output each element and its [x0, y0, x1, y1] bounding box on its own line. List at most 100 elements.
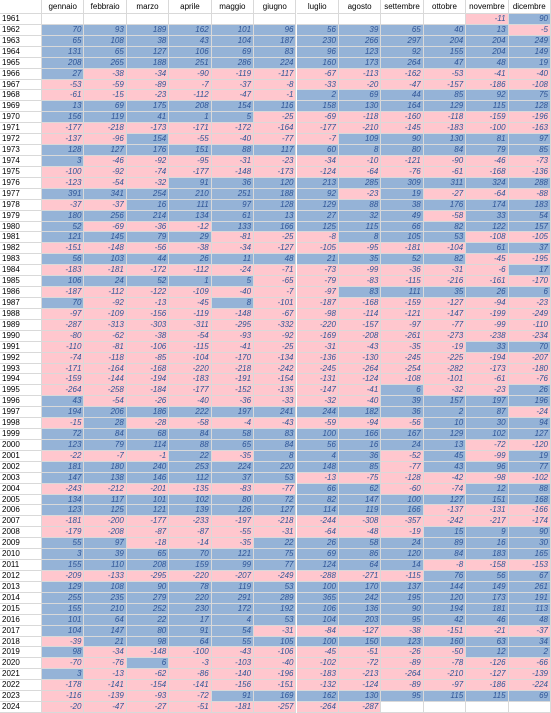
value-cell: -207: [211, 571, 255, 582]
value-cell: 173: [466, 592, 509, 604]
value-cell: -153: [508, 560, 551, 572]
value-cell: 13: [42, 101, 85, 113]
value-cell: -225: [423, 352, 467, 364]
value-cell: 186: [126, 407, 170, 419]
value-cell: -213: [338, 669, 382, 681]
value-cell: -258: [84, 385, 127, 397]
value-cell: -120: [508, 439, 551, 451]
column-header: aprile: [169, 0, 212, 14]
value-cell: 88: [169, 439, 212, 451]
value-cell: 69: [296, 549, 339, 561]
value-cell: 127: [423, 494, 467, 506]
value-cell: 3: [42, 549, 85, 561]
value-cell: 24: [381, 538, 424, 550]
value-cell: 157: [508, 221, 551, 233]
value-cell: 56: [296, 24, 339, 36]
value-cell: -89: [381, 658, 424, 670]
value-cell: 115: [338, 221, 382, 233]
value-cell: 77: [508, 461, 551, 473]
value-cell: -164: [84, 363, 127, 375]
value-cell: 91: [211, 691, 255, 703]
value-cell: -46: [84, 155, 127, 167]
value-cell: -8: [423, 560, 467, 572]
value-cell: 189: [126, 24, 170, 36]
value-cell: -69: [296, 112, 339, 124]
value-cell: -92: [84, 297, 127, 309]
value-cell: 192: [254, 603, 297, 615]
value-cell: -78: [423, 658, 467, 670]
value-cell: 204: [423, 35, 467, 47]
value-cell: 26: [508, 385, 551, 397]
value-cell: -134: [254, 352, 297, 364]
value-cell: -212: [84, 483, 127, 495]
value-cell: 120: [423, 592, 467, 604]
value-cell: 220: [254, 461, 297, 473]
value-cell: -64: [338, 166, 382, 178]
value-cell: 208: [169, 101, 212, 113]
value-cell: 14: [381, 560, 424, 572]
value-cell: -220: [296, 319, 339, 331]
value-cell: 75: [508, 90, 551, 102]
year-cell: 2015: [0, 603, 42, 615]
value-cell: 204: [466, 35, 509, 47]
value-cell: -86: [169, 669, 212, 681]
value-cell: 195: [381, 592, 424, 604]
value-cell: -102: [296, 658, 339, 670]
year-cell: 2022: [0, 680, 42, 692]
value-cell: 121: [211, 549, 255, 561]
value-cell: 37: [211, 472, 255, 484]
value-cell: 241: [254, 407, 297, 419]
value-cell: [381, 702, 424, 713]
value-cell: -95: [338, 243, 382, 255]
value-cell: -7: [169, 79, 212, 91]
year-cell: 2012: [0, 571, 42, 582]
value-cell: 158: [296, 101, 339, 113]
value-cell: -170: [508, 276, 551, 288]
value-cell: 41: [126, 112, 170, 124]
value-cell: -145: [381, 123, 424, 135]
value-cell: -121: [381, 155, 424, 167]
value-cell: -41: [211, 341, 255, 353]
value-cell: [126, 14, 170, 25]
value-cell: -28: [126, 418, 170, 430]
value-cell: -32: [423, 385, 467, 397]
value-cell: -139: [84, 691, 127, 703]
value-cell: 55: [211, 636, 255, 648]
value-cell: 70: [42, 24, 85, 36]
value-cell: -100: [42, 166, 85, 178]
value-cell: -109: [169, 287, 212, 298]
value-cell: 43: [169, 35, 212, 47]
value-cell: 96: [466, 461, 509, 473]
year-cell: 1982: [0, 243, 42, 255]
value-cell: -218: [254, 516, 297, 528]
value-cell: 104: [296, 614, 339, 626]
value-cell: -89: [381, 680, 424, 692]
year-cell: 1976: [0, 177, 42, 189]
value-cell: 208: [126, 560, 170, 572]
value-cell: 56: [466, 571, 509, 582]
value-cell: -23: [338, 188, 382, 200]
value-cell: -14: [169, 538, 212, 550]
value-cell: -133: [84, 571, 127, 582]
value-cell: 252: [126, 603, 170, 615]
value-cell: -33: [254, 396, 297, 408]
value-cell: 6: [381, 385, 424, 397]
value-cell: 66: [381, 221, 424, 233]
value-cell: -88: [508, 188, 551, 200]
value-cell: 106: [42, 276, 85, 288]
value-cell: 58: [338, 538, 382, 550]
value-cell: 90: [126, 581, 170, 593]
value-cell: 194: [42, 407, 85, 419]
value-cell: -34: [84, 647, 127, 659]
value-cell: -244: [296, 516, 339, 528]
value-cell: 168: [508, 494, 551, 506]
value-cell: -23: [466, 385, 509, 397]
value-cell: -100: [169, 647, 212, 659]
value-cell: -40: [211, 134, 255, 146]
value-cell: -183: [169, 374, 212, 386]
value-cell: 104: [42, 625, 85, 637]
value-cell: 137: [381, 581, 424, 593]
value-cell: -77: [423, 319, 467, 331]
column-header: novembre: [466, 0, 509, 14]
year-cell: 2018: [0, 636, 42, 648]
